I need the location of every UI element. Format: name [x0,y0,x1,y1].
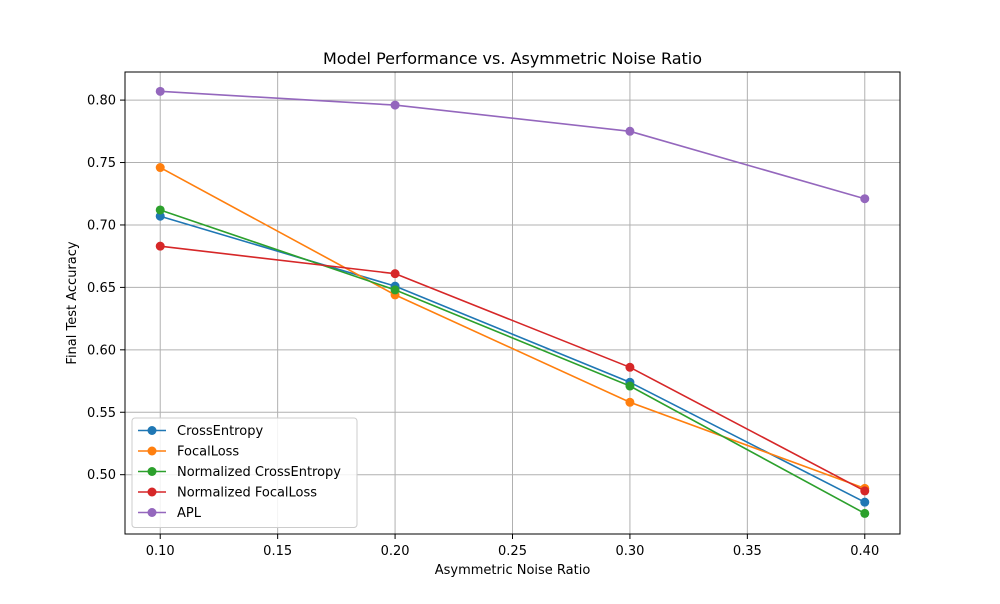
y-tick-label: 0.50 [87,468,116,483]
data-point [155,211,165,221]
data-point [860,497,870,507]
data-point [625,126,635,136]
legend: CrossEntropy FocalLoss Normalized CrossEnt… [131,417,358,528]
data-point [155,86,165,96]
series-apl [155,86,870,204]
legend-swatch-marker [147,446,157,456]
y-axis-label: Final Test Accuracy [65,241,80,364]
series-line [160,215,866,503]
data-point [625,362,635,372]
y-tick-label: 0.55 [87,406,116,421]
data-point [860,194,870,204]
series-lines [155,86,870,518]
legend-item: Normalized CrossEntropy [138,465,341,480]
chart-title: Model Performance vs. Asymmetric Noise R… [323,49,702,68]
legend-swatch-marker [147,467,157,476]
legend-box [131,417,358,528]
series-focalloss [155,163,870,493]
y-tick-label: 0.65 [87,281,116,296]
legend-label: CrossEntropy [177,424,263,439]
y-tick-label: 0.75 [87,156,116,171]
series-line [160,245,866,492]
legend-item: Normalized FocalLoss [138,486,317,501]
legend-label: Normalized FocalLoss [177,486,317,501]
legend-label: Normalized CrossEntropy [177,465,341,480]
data-point [390,269,400,279]
legend-label: APL [177,506,202,521]
y-axis-ticks: 0.50 0.55 0.60 0.65 0.70 0.75 0.80 [87,94,125,483]
series-normalized-crossentropy [155,205,870,518]
series-line [159,209,866,515]
data-point [625,397,635,407]
x-axis-label: Asymmetric Noise Ratio [435,563,591,578]
legend-swatch-marker [147,426,157,435]
data-point [155,163,165,173]
series-normalized-focalloss [155,241,870,496]
x-tick-label: 0.30 [615,544,644,559]
legend-item: APL [138,506,202,521]
data-point [155,241,165,251]
series-line [159,166,866,490]
y-tick-label: 0.80 [87,94,116,109]
x-axis-ticks: 0.10 0.15 0.20 0.25 0.30 0.35 0.40 [146,534,879,559]
x-tick-label: 0.35 [733,544,762,559]
legend-swatch-marker [147,508,157,517]
series-line [160,90,865,200]
legend-item: FocalLoss [138,445,239,460]
x-tick-label: 0.15 [263,544,292,559]
x-tick-label: 0.40 [850,544,879,559]
x-tick-label: 0.20 [381,544,410,559]
data-point [155,205,165,215]
x-tick-label: 0.25 [498,544,527,559]
legend-label: FocalLoss [177,445,239,460]
legend-item: CrossEntropy [138,424,263,439]
legend-swatch-marker [147,487,157,497]
x-tick-label: 0.10 [146,544,175,559]
data-point [390,285,400,295]
data-point [860,486,870,496]
data-point [860,508,870,518]
data-point [625,381,635,391]
y-tick-label: 0.70 [87,218,116,233]
data-point [390,100,400,110]
y-tick-label: 0.60 [87,343,116,358]
